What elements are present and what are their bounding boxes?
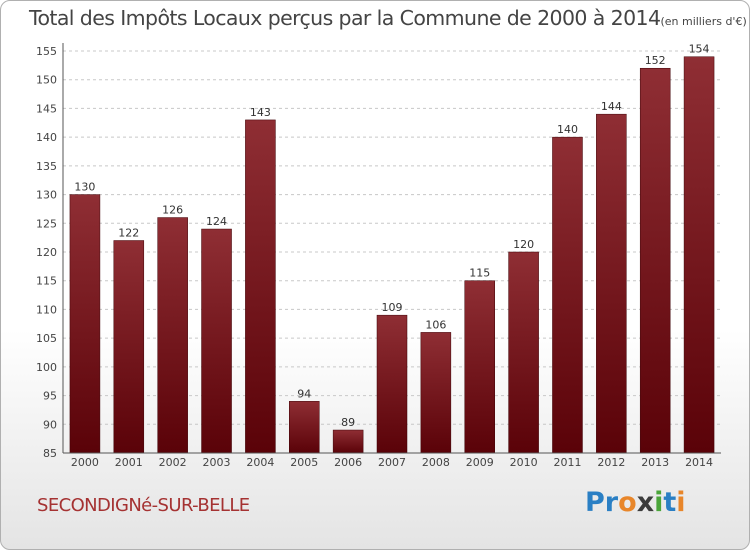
chart-title-text: Total des Impôts Locaux perçus par la Co…: [29, 6, 661, 30]
bar: [113, 240, 145, 454]
y-tick-label: 125: [36, 217, 57, 230]
x-tick-label: 2002: [159, 456, 187, 469]
bar: [596, 113, 627, 454]
x-tick-label: 2012: [597, 456, 625, 469]
bar: [157, 217, 188, 454]
x-tick-label: 2010: [510, 456, 538, 469]
bar: [376, 314, 408, 454]
bar-value-label: 122: [118, 227, 139, 240]
x-tick-label: 2011: [553, 456, 581, 469]
x-tick-label: 2004: [246, 456, 274, 469]
y-tick-label: 120: [36, 246, 57, 259]
bar: [464, 280, 495, 454]
bar-value-label: 115: [469, 267, 490, 280]
logo-letter: o: [618, 487, 637, 518]
bar: [552, 136, 583, 454]
chart-title: Total des Impôts Locaux perçus par la Co…: [29, 6, 747, 30]
x-tick-label: 2003: [203, 456, 231, 469]
y-tick-label: 130: [36, 189, 57, 202]
logo-letter: x: [636, 487, 655, 518]
y-tick-label: 100: [36, 361, 57, 374]
x-tick-label: 2009: [466, 456, 494, 469]
bar-value-label: 152: [645, 54, 666, 67]
x-tick-label: 2005: [290, 456, 318, 469]
bar: [245, 119, 276, 454]
bar: [639, 67, 671, 454]
y-tick-label: 85: [43, 447, 57, 460]
bar-value-label: 109: [382, 301, 403, 314]
logo-letter: i: [654, 487, 664, 518]
x-tick-label: 2013: [641, 456, 669, 469]
bar-value-label: 89: [341, 416, 355, 429]
bar-value-label: 154: [689, 43, 710, 56]
y-tick-label: 90: [43, 418, 57, 431]
bars: 130 122 126 124 143 94 89 109 106 115 120 140 144 152…: [69, 43, 715, 454]
bar-value-label: 94: [297, 387, 311, 400]
chart-unit-note: (en milliers d'€): [660, 15, 747, 28]
y-tick-label: 135: [36, 160, 57, 173]
logo-letter: P: [585, 487, 605, 518]
x-tick-label: 2007: [378, 456, 406, 469]
bar: [332, 429, 364, 454]
logo-letter: r: [604, 487, 619, 518]
logo-letter: t: [663, 487, 677, 518]
y-tick-label: 155: [36, 45, 57, 58]
y-tick-label: 95: [43, 390, 57, 403]
y-tick-label: 105: [36, 332, 57, 345]
y-tick-label: 110: [36, 303, 57, 316]
bar-value-label: 124: [206, 215, 227, 228]
bar-value-label: 106: [425, 318, 446, 331]
commune-name: SECONDIGNé-SUR-BELLE: [37, 495, 250, 516]
y-tick-label: 140: [36, 131, 57, 144]
x-tick-label: 2001: [115, 456, 143, 469]
bar: [69, 194, 101, 454]
bar: [683, 56, 715, 454]
bar-value-label: 140: [557, 123, 578, 136]
x-tick-label: 2000: [71, 456, 99, 469]
y-tick-label: 115: [36, 275, 57, 288]
bar-value-label: 144: [601, 100, 622, 113]
x-tick-label: 2006: [334, 456, 362, 469]
bar-value-label: 126: [162, 204, 183, 217]
bar: [201, 228, 232, 454]
proxiti-logo: Proxiti: [585, 487, 686, 518]
bar-value-label: 143: [250, 106, 271, 119]
x-tick-label: 2014: [685, 456, 713, 469]
logo-letter: i: [676, 487, 686, 518]
bar: [289, 401, 320, 454]
bar-value-label: 120: [513, 238, 534, 251]
axes: 85 90 95 100 105 110 115 120 125 130 135 140 145 150 1…: [36, 43, 721, 469]
bar: [420, 332, 452, 454]
bar-value-label: 130: [74, 181, 95, 194]
y-tick-label: 145: [36, 102, 57, 115]
x-tick-label: 2008: [422, 456, 450, 469]
bar: [508, 251, 539, 454]
y-tick-label: 150: [36, 74, 57, 87]
